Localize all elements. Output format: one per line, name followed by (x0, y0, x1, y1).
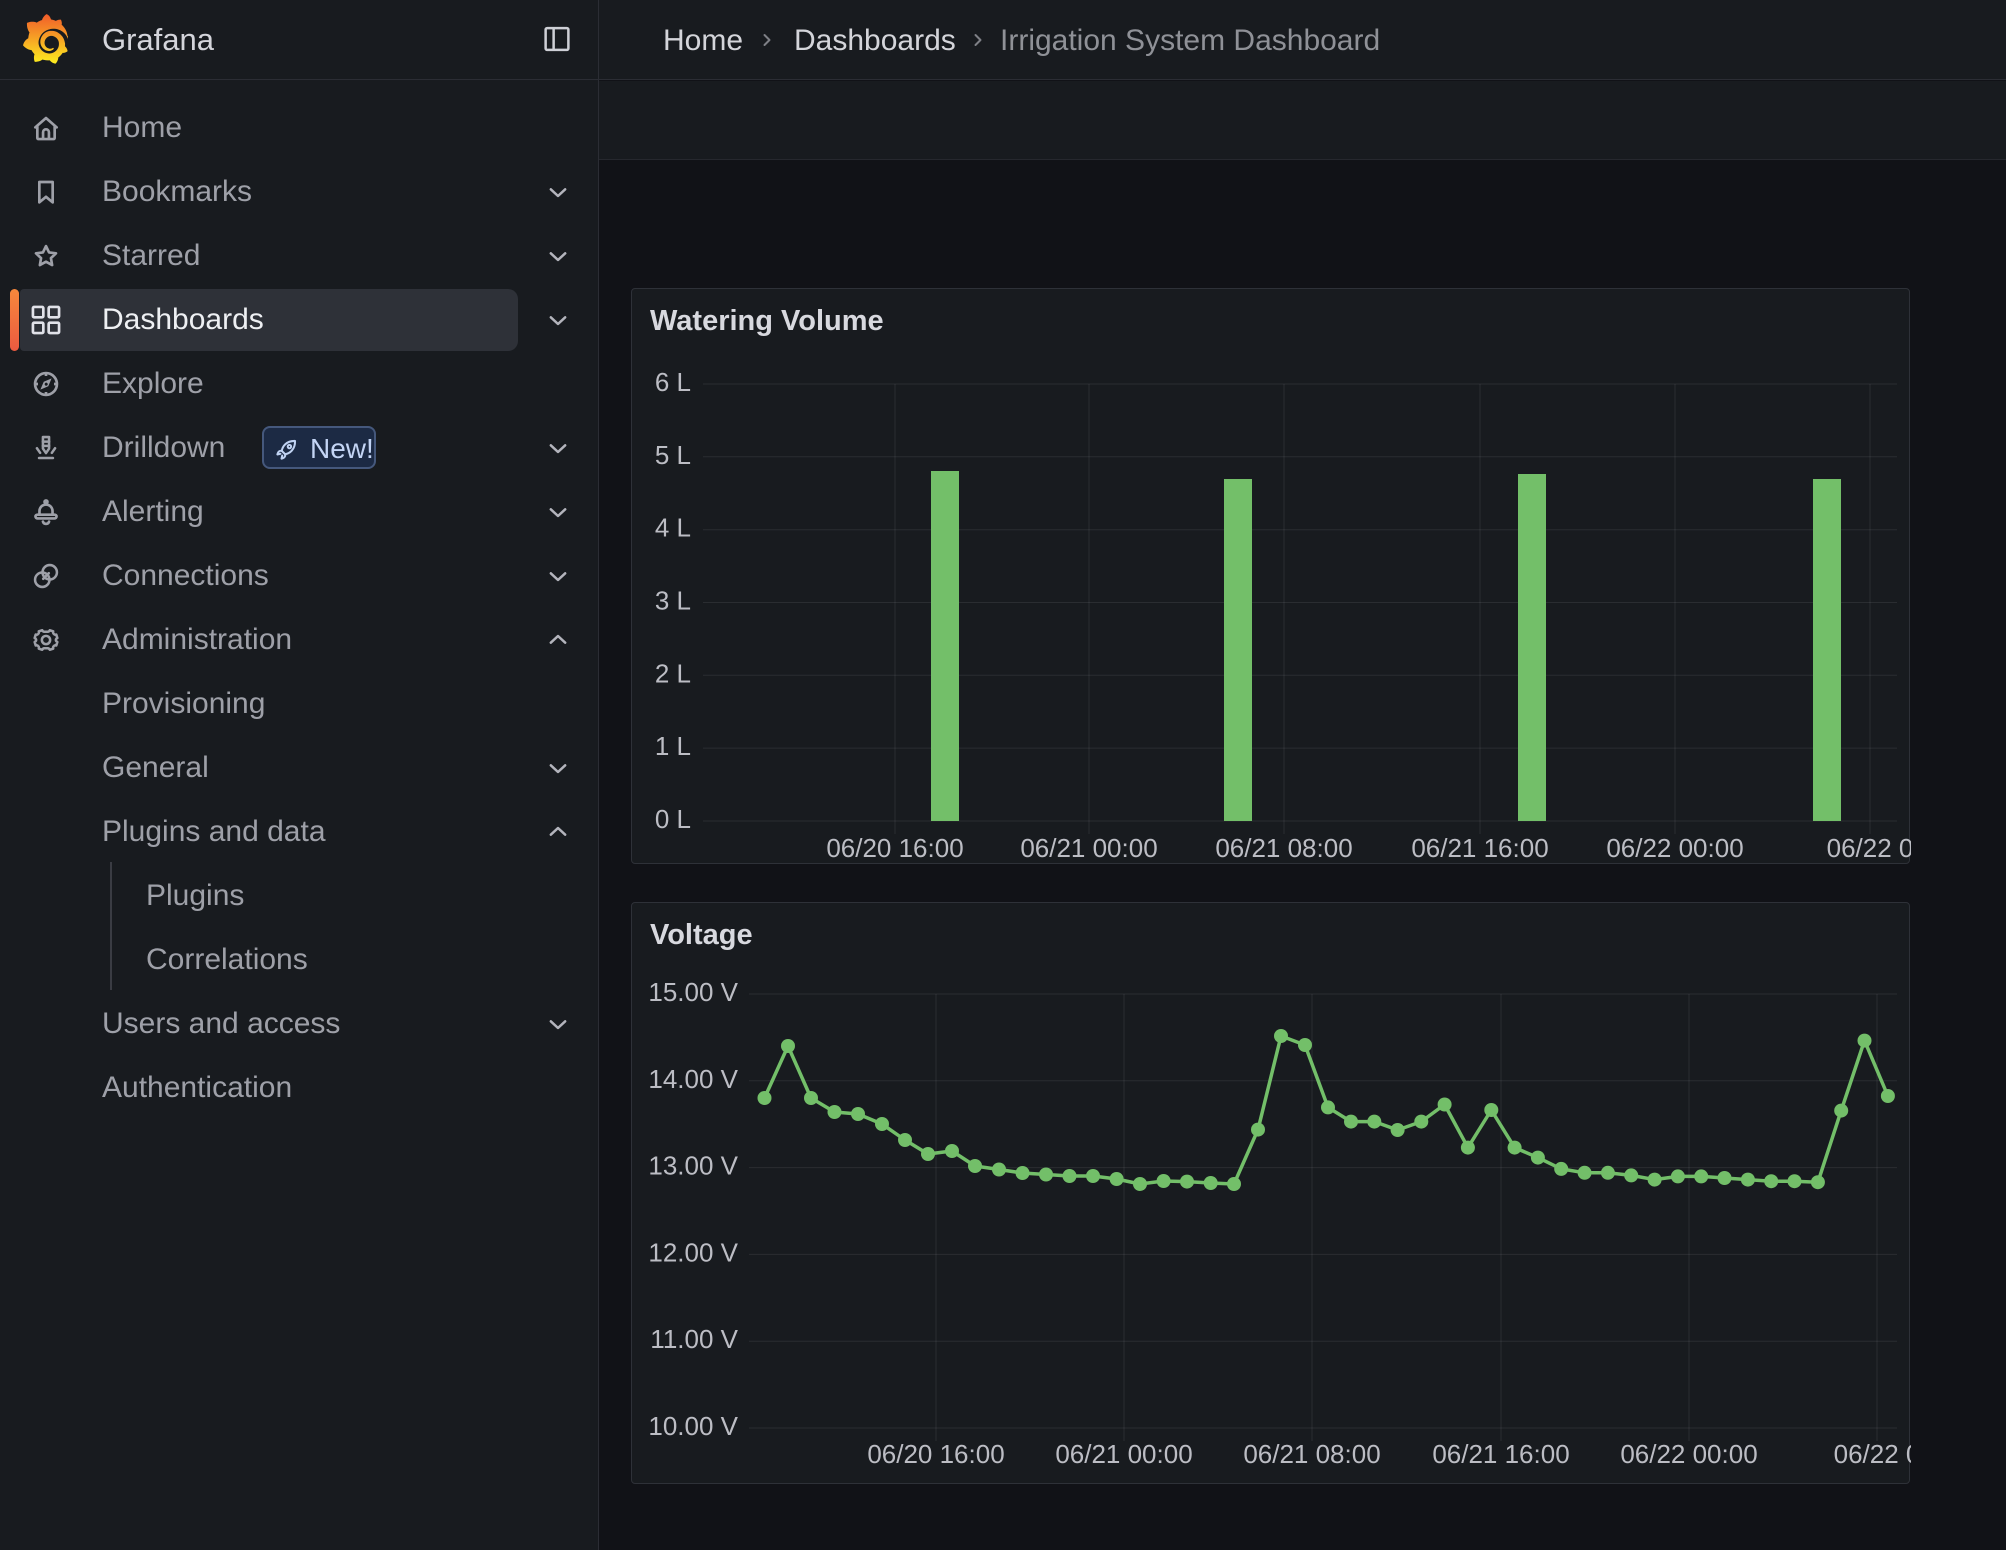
svg-text:6 L: 6 L (655, 367, 691, 397)
svg-text:2 L: 2 L (655, 658, 691, 688)
svg-text:06/21 00:00: 06/21 00:00 (1055, 1439, 1192, 1469)
svg-text:06/22 00:00: 06/22 00:00 (1620, 1439, 1757, 1469)
svg-text:06/21 16:00: 06/21 16:00 (1411, 833, 1548, 863)
svg-text:06/21 00:00: 06/21 00:00 (1020, 833, 1157, 863)
svg-text:15.00 V: 15.00 V (648, 977, 738, 1007)
svg-text:12.00 V: 12.00 V (648, 1237, 738, 1267)
svg-text:3 L: 3 L (655, 586, 691, 616)
svg-text:10.00 V: 10.00 V (648, 1411, 738, 1441)
svg-text:06/22 0: 06/22 0 (1834, 1439, 1911, 1469)
svg-text:0 L: 0 L (655, 804, 691, 834)
svg-text:4 L: 4 L (655, 513, 691, 543)
svg-text:06/21 08:00: 06/21 08:00 (1243, 1439, 1380, 1469)
svg-text:06/21 08:00: 06/21 08:00 (1215, 833, 1352, 863)
svg-text:1 L: 1 L (655, 731, 691, 761)
svg-text:06/22 0: 06/22 0 (1827, 833, 1911, 863)
svg-text:5 L: 5 L (655, 440, 691, 470)
svg-text:06/20 16:00: 06/20 16:00 (826, 833, 963, 863)
svg-text:13.00 V: 13.00 V (648, 1151, 738, 1181)
svg-text:06/22 00:00: 06/22 00:00 (1606, 833, 1743, 863)
svg-text:11.00 V: 11.00 V (650, 1324, 738, 1354)
svg-text:14.00 V: 14.00 V (648, 1064, 738, 1094)
svg-text:06/20 16:00: 06/20 16:00 (867, 1439, 1004, 1469)
svg-text:06/21 16:00: 06/21 16:00 (1432, 1439, 1569, 1469)
